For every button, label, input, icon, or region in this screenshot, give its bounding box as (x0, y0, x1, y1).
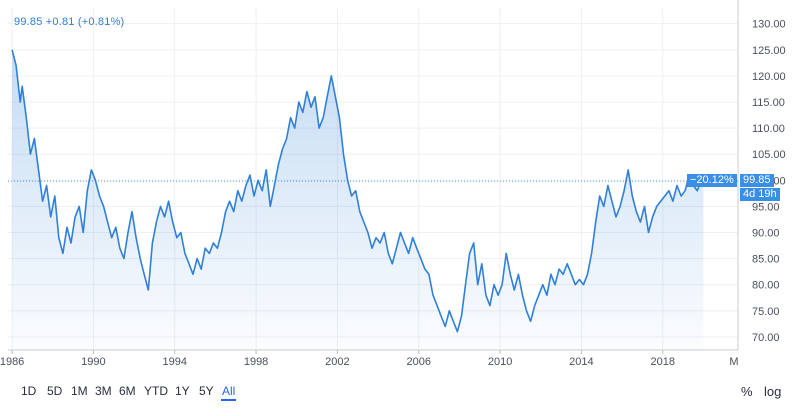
range-all-button[interactable]: All (221, 384, 237, 401)
x-tick-label: 2018 (651, 356, 675, 368)
bottom-toolbar: 1D 5D 1M 3M 6M YTD 1Y 5Y All % log (0, 374, 800, 416)
range-3m-button[interactable]: 3M (95, 384, 112, 398)
y-tick-label: 120.00 (752, 71, 786, 83)
range-5y-button[interactable]: 5Y (199, 384, 214, 398)
y-tick-label: 95.00 (752, 201, 780, 213)
x-tick-label: 1986 (0, 356, 24, 368)
y-tick-label: 105.00 (752, 149, 786, 161)
x-tick-label: 2002 (325, 356, 349, 368)
price-chart[interactable]: 70.0075.0080.0085.0090.0095.00100.00105.… (0, 0, 800, 372)
y-tick-label: 70.00 (752, 332, 780, 344)
range-5d-button[interactable]: 5D (47, 384, 63, 398)
y-tick-label: 85.00 (752, 254, 780, 266)
y-tick-label: 125.00 (752, 45, 786, 57)
x-tick-label: 1998 (244, 356, 268, 368)
area-fill (12, 49, 704, 351)
y-tick-label: 90.00 (752, 228, 780, 240)
y-tick-label: 130.00 (752, 19, 786, 31)
x-tick-label: 1990 (81, 356, 105, 368)
range-1y-button[interactable]: 1Y (175, 384, 190, 398)
range-1m-button[interactable]: 1M (71, 384, 88, 398)
y-tick-label: 110.00 (752, 123, 785, 135)
bar-countdown-tag: 4d 19h (740, 188, 780, 202)
change-percent-tag: −20.12% (687, 174, 737, 188)
quote-readout: 99.85 +0.81 (+0.81%) (14, 16, 125, 28)
last-price-tag: 99.85 (740, 174, 774, 188)
x-tick-label: 2006 (407, 356, 431, 368)
percent-scale-toggle[interactable]: % (741, 384, 753, 399)
price-line (11, 49, 704, 333)
x-tick-label: M (729, 356, 738, 368)
x-tick-label: 2014 (569, 356, 593, 368)
range-1d-button[interactable]: 1D (21, 384, 37, 398)
range-6m-button[interactable]: 6M (119, 384, 136, 398)
y-tick-label: 75.00 (752, 306, 780, 318)
range-ytd-button[interactable]: YTD (144, 384, 168, 398)
x-tick-label: 2010 (488, 356, 512, 368)
y-tick-label: 115.00 (752, 97, 785, 109)
chart-canvas[interactable]: 70.0075.0080.0085.0090.0095.00100.00105.… (0, 0, 800, 372)
x-tick-label: 1994 (162, 356, 186, 368)
log-scale-toggle[interactable]: log (764, 384, 782, 399)
y-tick-label: 80.00 (752, 280, 780, 292)
